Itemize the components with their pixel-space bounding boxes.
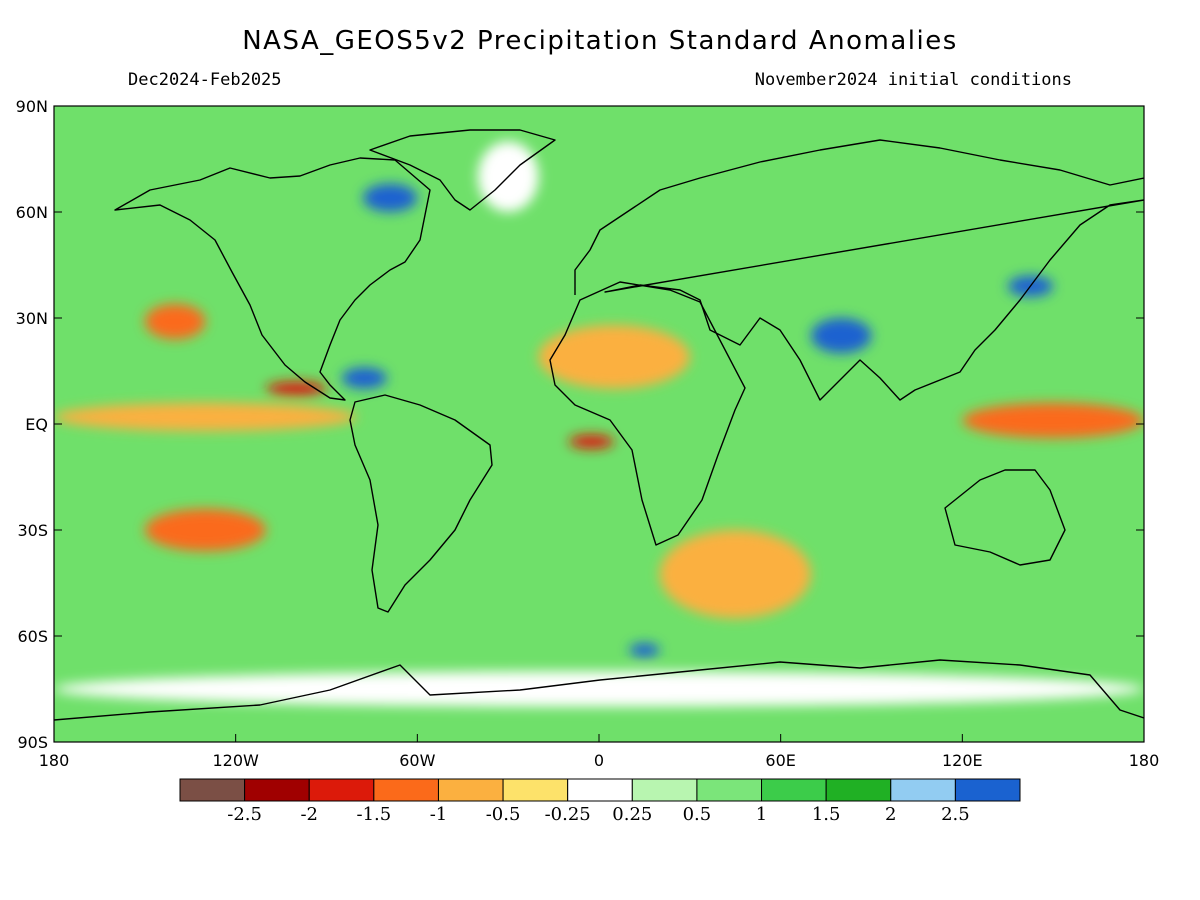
colorbar-swatch xyxy=(825,778,892,802)
colorbar-swatch xyxy=(308,778,375,802)
colorbar: -2.5 -2 -1.5 -1 -0.5 -0.25 0.25 0.5 1 1.5 2 2.5 xyxy=(179,778,1021,825)
lon-tick-label: 120W xyxy=(212,751,259,770)
colorbar-swatch xyxy=(631,778,698,802)
anomaly-region-dry-strong xyxy=(962,402,1144,439)
anomaly-field xyxy=(54,141,1144,707)
anomaly-region-dry-very-strong xyxy=(568,434,615,449)
anomaly-region-dry-moderate xyxy=(538,325,690,389)
lat-tick-label: EQ xyxy=(25,415,48,434)
anomaly-region-wet-extreme xyxy=(629,643,660,658)
forecast-period: Dec2024-Feb2025 xyxy=(128,70,282,90)
anomaly-region-dry-very-strong xyxy=(265,381,327,396)
coastline-north-america xyxy=(114,157,431,401)
lon-tick-label: 60E xyxy=(765,751,795,770)
lat-tick-label: 30S xyxy=(17,521,48,540)
colorbar-label: -1 xyxy=(430,804,448,825)
lat-tick-label: 90N xyxy=(16,97,48,116)
colorbar-swatch xyxy=(761,778,827,802)
colorbar-swatch xyxy=(244,778,310,802)
colorbar-label: -0.25 xyxy=(545,804,591,825)
lon-tick-label: 180 xyxy=(1129,751,1160,770)
coastline-south-america xyxy=(349,394,493,613)
colorbar-label: -0.5 xyxy=(486,804,521,825)
lat-tick-label: 30N xyxy=(16,309,48,328)
map-plot-area xyxy=(53,105,1145,743)
anomaly-region-wet-extreme xyxy=(362,183,418,212)
map-title: NASA_GEOS5v2 Precipitation Standard Anom… xyxy=(242,26,958,56)
anomaly-region-dry-strong xyxy=(144,508,266,552)
anomaly-region-near-normal xyxy=(54,671,1144,707)
lat-tick-label: 90S xyxy=(17,733,48,752)
colorbar-label: 2.5 xyxy=(941,804,970,825)
anomaly-region-dry-moderate xyxy=(659,530,811,619)
colorbar-swatch xyxy=(696,778,763,802)
colorbar-swatch xyxy=(567,778,633,802)
colorbar-swatch xyxy=(437,778,504,802)
lon-tick-label: 60W xyxy=(399,751,435,770)
coastline-eurasia xyxy=(574,139,1144,401)
lon-tick-label: 0 xyxy=(594,751,604,770)
lat-tick-label: 60S xyxy=(17,627,48,646)
colorbar-label: 2 xyxy=(885,804,896,825)
colorbar-swatch xyxy=(179,778,246,802)
colorbar-label: -2.5 xyxy=(227,804,262,825)
anomaly-region-dry-moderate xyxy=(54,402,357,432)
colorbar-swatch xyxy=(954,778,1021,802)
coastline-africa xyxy=(549,281,746,546)
colorbar-label: 1.5 xyxy=(812,804,841,825)
coastline-antarctica xyxy=(54,659,1144,721)
colorbar-swatch xyxy=(373,778,439,802)
colorbar-label: 0.25 xyxy=(612,804,652,825)
lon-tick-label: 120E xyxy=(942,751,983,770)
colorbar-label: 1 xyxy=(756,804,767,825)
colorbar-swatch xyxy=(890,778,956,802)
coastline-greenland xyxy=(369,129,556,211)
anomaly-region-wet-extreme xyxy=(341,367,388,389)
lat-tick-label: 60N xyxy=(16,203,48,222)
latitude-axis: 90N 60N 30N EQ 30S 60S 90S xyxy=(16,97,1144,752)
anomaly-region-wet-extreme xyxy=(810,318,872,354)
coastlines xyxy=(54,129,1144,721)
anomaly-region-dry-strong xyxy=(144,303,206,340)
lon-tick-label: 180 xyxy=(39,751,70,770)
colorbar-label: -2 xyxy=(300,804,318,825)
colorbar-label: -1.5 xyxy=(356,804,391,825)
longitude-axis: 180 120W 60W 0 60E 120E 180 xyxy=(39,734,1160,770)
initial-conditions: November2024 initial conditions xyxy=(754,70,1072,90)
colorbar-swatch xyxy=(502,778,569,802)
coastline-australia xyxy=(944,469,1066,566)
colorbar-label: 0.5 xyxy=(683,804,712,825)
